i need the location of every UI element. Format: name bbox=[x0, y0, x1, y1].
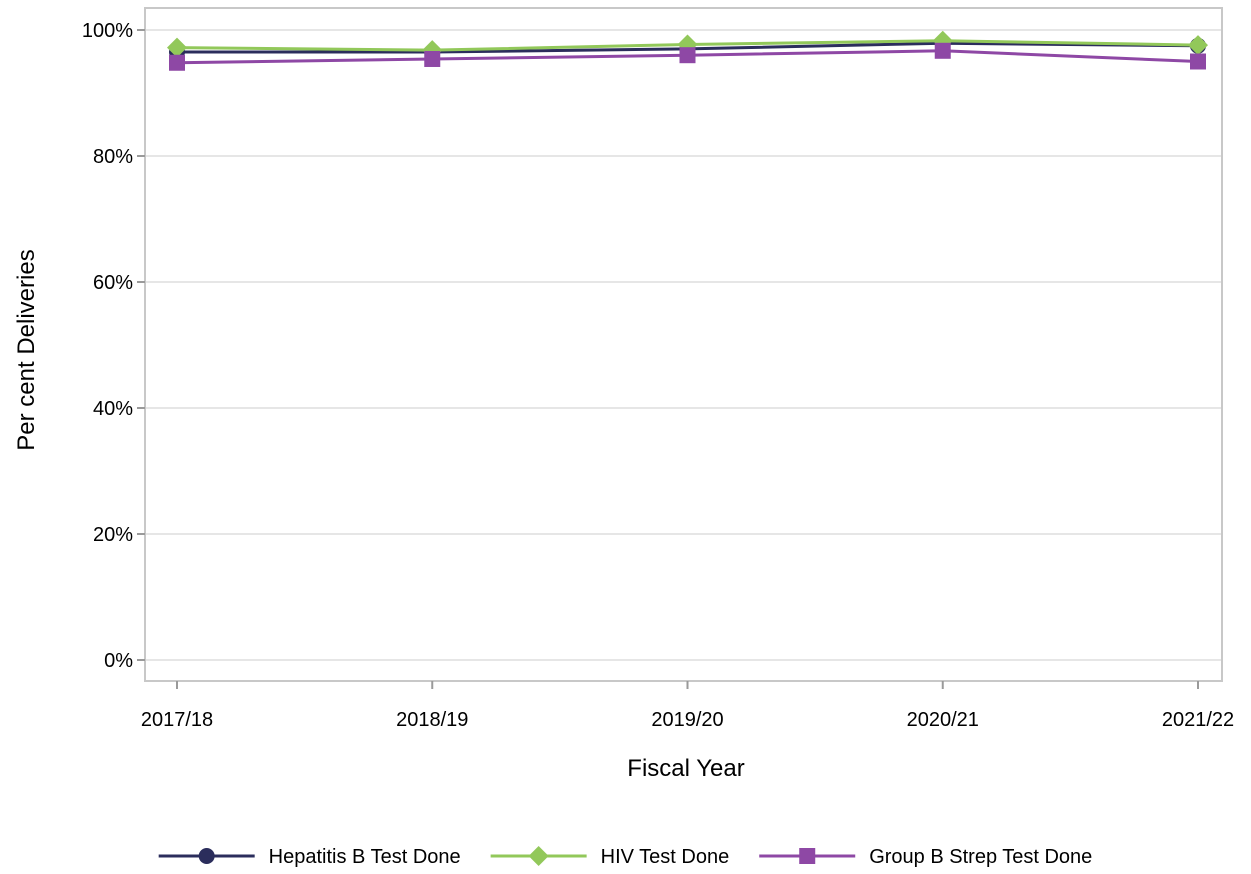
x-tick-label: 2017/18 bbox=[141, 709, 213, 731]
y-tick-label: 0% bbox=[104, 650, 133, 672]
x-tick-label: 2020/21 bbox=[907, 709, 979, 731]
data-point-diamond bbox=[167, 37, 187, 58]
legend-label: Hepatitis B Test Done bbox=[269, 846, 461, 868]
data-point-square bbox=[934, 42, 951, 59]
legend-marker-square bbox=[799, 848, 816, 864]
x-tick-label: 2018/19 bbox=[396, 709, 468, 731]
plot-frame bbox=[144, 7, 1223, 682]
gridlines bbox=[145, 29, 1222, 661]
y-axis-title: Per cent Deliveries bbox=[13, 249, 40, 450]
y-tick-label: 20% bbox=[93, 524, 133, 546]
series-group bbox=[167, 30, 1208, 71]
y-tick-label: 100% bbox=[82, 20, 133, 42]
data-point-square bbox=[1190, 53, 1206, 70]
data-point-square bbox=[679, 47, 696, 64]
data-point-diamond bbox=[1188, 35, 1208, 56]
legend-item: Hepatitis B Test Done bbox=[158, 846, 461, 868]
y-axis-ticks: 0% 20% 40% 60% 80% 100% bbox=[82, 20, 145, 672]
x-tick-label: 2019/20 bbox=[651, 709, 723, 731]
legend-label: Group B Strep Test Done bbox=[869, 846, 1092, 868]
data-point-square bbox=[424, 50, 441, 67]
legend-item: HIV Test Done bbox=[490, 846, 730, 868]
data-point-square bbox=[169, 54, 185, 71]
legend-marker-diamond bbox=[528, 846, 549, 866]
legend-item: Group B Strep Test Done bbox=[759, 846, 1092, 868]
series-3 bbox=[169, 42, 1206, 71]
x-tick-label: 2021/22 bbox=[1162, 709, 1234, 731]
legend-marker-circle bbox=[198, 848, 215, 864]
y-tick-label: 80% bbox=[93, 146, 133, 168]
x-axis-title: Fiscal Year bbox=[627, 755, 744, 782]
legend-label: HIV Test Done bbox=[601, 846, 730, 868]
y-tick-label: 40% bbox=[93, 398, 133, 420]
y-tick-label: 60% bbox=[93, 272, 133, 294]
x-axis-ticks: 2017/18 2018/19 2019/20 2020/21 2021/22 bbox=[141, 681, 1234, 731]
legend: Hepatitis B Test Done HIV Test Done Group … bbox=[158, 846, 1092, 868]
